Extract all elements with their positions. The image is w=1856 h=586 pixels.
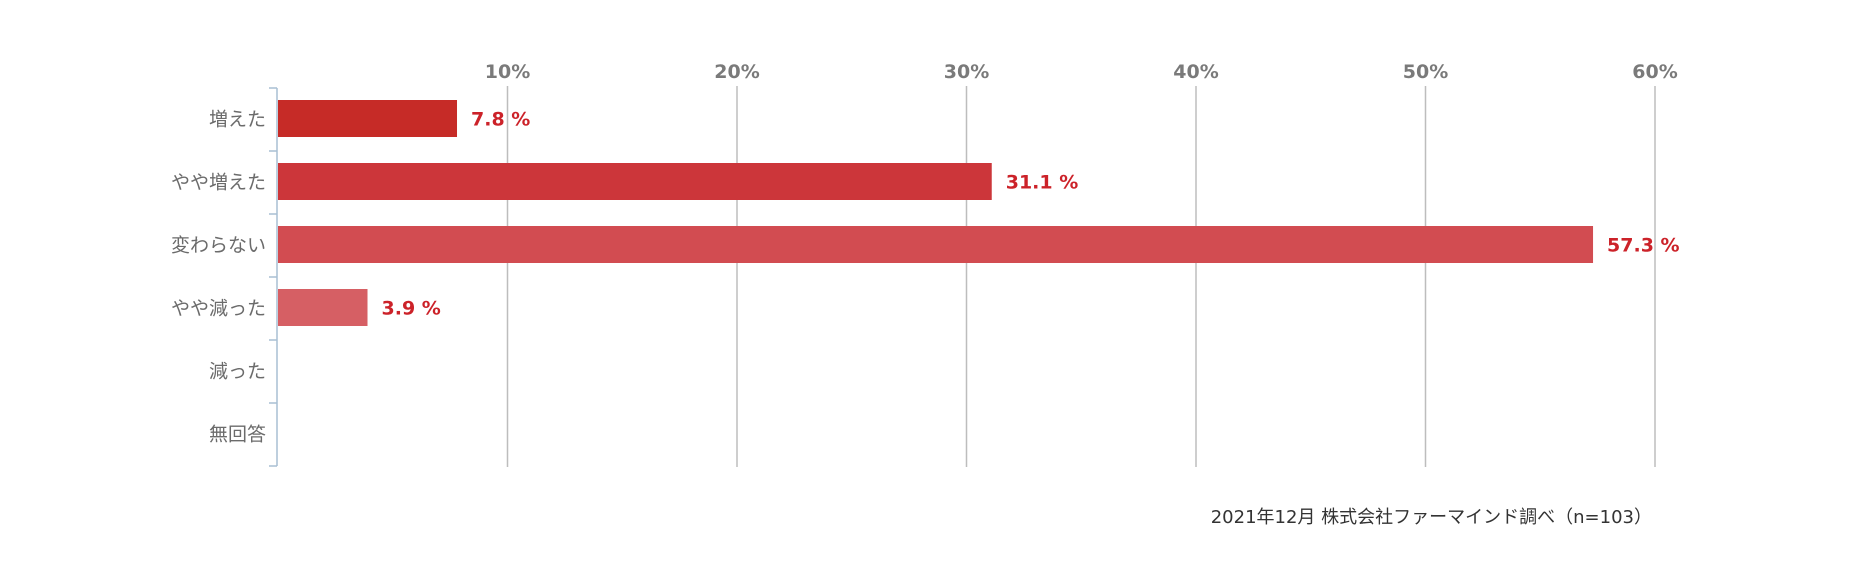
value-label-4: 3.9 % [382,298,441,320]
category-label: 増えた [209,109,266,131]
x-tick-label-60: 60% [1632,61,1677,83]
x-tick-label-10: 10% [485,61,530,83]
bar-2 [278,163,992,200]
bars [278,100,1594,326]
source-note: 2021年12月 株式会社ファーマインド調べ（n=103） [1211,507,1652,528]
value-label-3: 57.3 % [1607,235,1680,257]
category-label: 減った [209,361,266,383]
category-label: やや減った [171,298,266,320]
value-label-2: 31.1 % [1006,172,1079,194]
category-label: やや増えた [171,172,266,194]
x-tick-label-30: 30% [944,61,989,83]
bar-3 [278,226,1594,263]
value-labels: 7.8 % 31.1 % 57.3 % 3.9 % [382,109,1680,320]
gridlines [506,86,1656,467]
bar-4 [278,289,368,326]
y-axis [269,87,278,467]
x-tick-labels: 10% 20% 30% 40% 50% 60% [485,61,1678,83]
x-tick-label-50: 50% [1403,61,1448,83]
value-label-1: 7.8 % [471,109,530,131]
x-tick-label-40: 40% [1173,61,1218,83]
category-label: 無回答 [209,424,266,446]
x-tick-label-20: 20% [714,61,759,83]
category-label: 変わらない [171,235,266,257]
bar-1 [278,100,458,137]
